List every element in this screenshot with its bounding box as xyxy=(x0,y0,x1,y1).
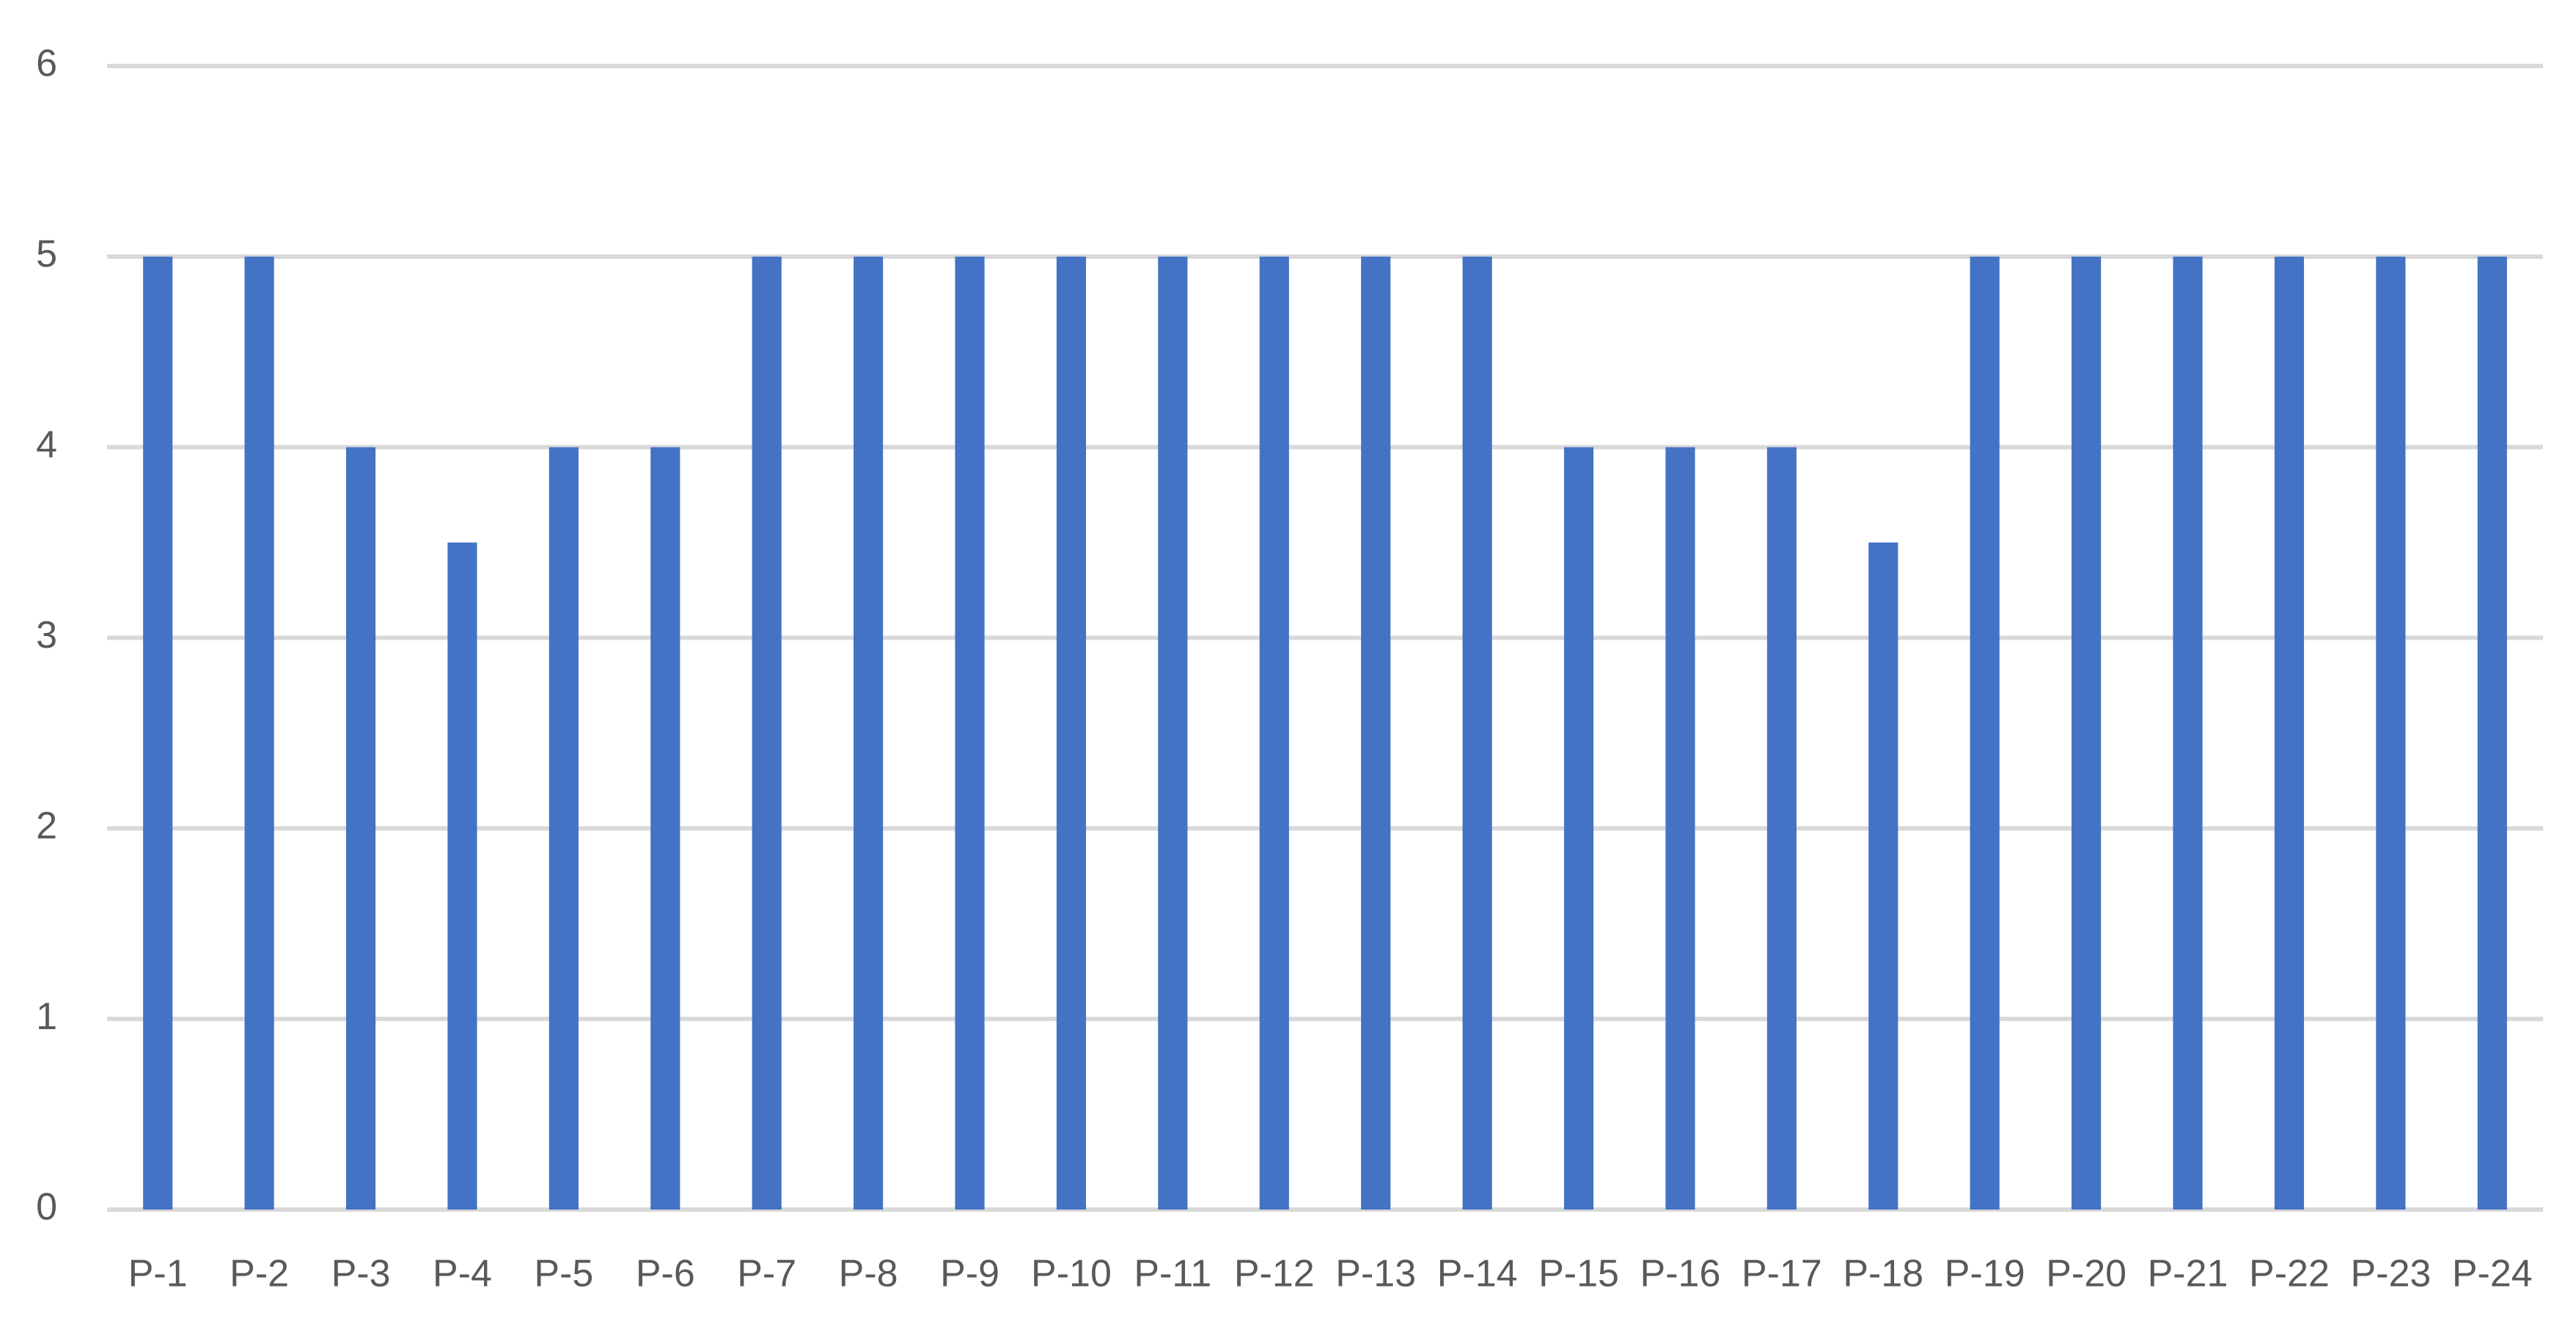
bar xyxy=(1361,256,1391,1210)
x-tick-label: P-3 xyxy=(331,1253,391,1295)
x-tick-label: P-5 xyxy=(534,1253,593,1295)
bar xyxy=(1056,256,1087,1210)
bar xyxy=(345,447,376,1210)
x-tick-label: P-8 xyxy=(839,1253,898,1295)
x-tick-label: P-18 xyxy=(1843,1253,1923,1295)
bar xyxy=(2072,256,2102,1210)
bar xyxy=(2274,256,2305,1210)
x-tick-label: P-13 xyxy=(1335,1253,1416,1295)
x-tick-label: P-16 xyxy=(1640,1253,1721,1295)
bar xyxy=(1970,256,2000,1210)
y-tick-label: 1 xyxy=(36,995,57,1038)
x-tick-label: P-4 xyxy=(433,1253,492,1295)
bar xyxy=(2477,256,2507,1210)
x-tick-label: P-12 xyxy=(1234,1253,1315,1295)
x-tick-label: P-24 xyxy=(2452,1253,2533,1295)
bar xyxy=(447,542,477,1210)
x-tick-label: P-14 xyxy=(1437,1253,1518,1295)
bar xyxy=(955,256,985,1210)
x-tick-label: P-7 xyxy=(737,1253,796,1295)
bar xyxy=(548,447,579,1210)
y-tick-label: 2 xyxy=(36,805,57,847)
x-tick-label: P-17 xyxy=(1742,1253,1822,1295)
x-tick-label: P-19 xyxy=(1945,1253,2025,1295)
bar xyxy=(1563,447,1594,1210)
y-tick-label: 6 xyxy=(36,43,57,85)
bar xyxy=(2376,256,2406,1210)
y-tick-label: 0 xyxy=(36,1186,57,1229)
bar xyxy=(1766,447,1797,1210)
bar xyxy=(1158,256,1188,1210)
x-tick-label: P-15 xyxy=(1538,1253,1619,1295)
x-tick-label: P-21 xyxy=(2148,1253,2228,1295)
x-tick-label: P-20 xyxy=(2046,1253,2127,1295)
bar xyxy=(1665,447,1695,1210)
bar xyxy=(2173,256,2203,1210)
x-tick-label: P-23 xyxy=(2350,1253,2431,1295)
bar xyxy=(650,447,680,1210)
x-tick-label: P-9 xyxy=(940,1253,999,1295)
y-tick-label: 4 xyxy=(36,423,57,466)
x-tick-label: P-1 xyxy=(128,1253,188,1295)
x-tick-label: P-22 xyxy=(2249,1253,2330,1295)
x-tick-label: P-2 xyxy=(230,1253,289,1295)
x-tick-label: P-10 xyxy=(1031,1253,1112,1295)
y-tick-label: 3 xyxy=(36,614,57,656)
bar xyxy=(854,256,884,1210)
bar xyxy=(143,256,173,1210)
bar xyxy=(244,256,274,1210)
x-tick-label: P-11 xyxy=(1134,1253,1211,1295)
x-tick-label: P-6 xyxy=(636,1253,695,1295)
bar xyxy=(752,256,782,1210)
bar xyxy=(1868,542,1898,1210)
y-tick-label: 5 xyxy=(36,233,57,276)
bar xyxy=(1259,256,1289,1210)
bar xyxy=(1462,256,1492,1210)
